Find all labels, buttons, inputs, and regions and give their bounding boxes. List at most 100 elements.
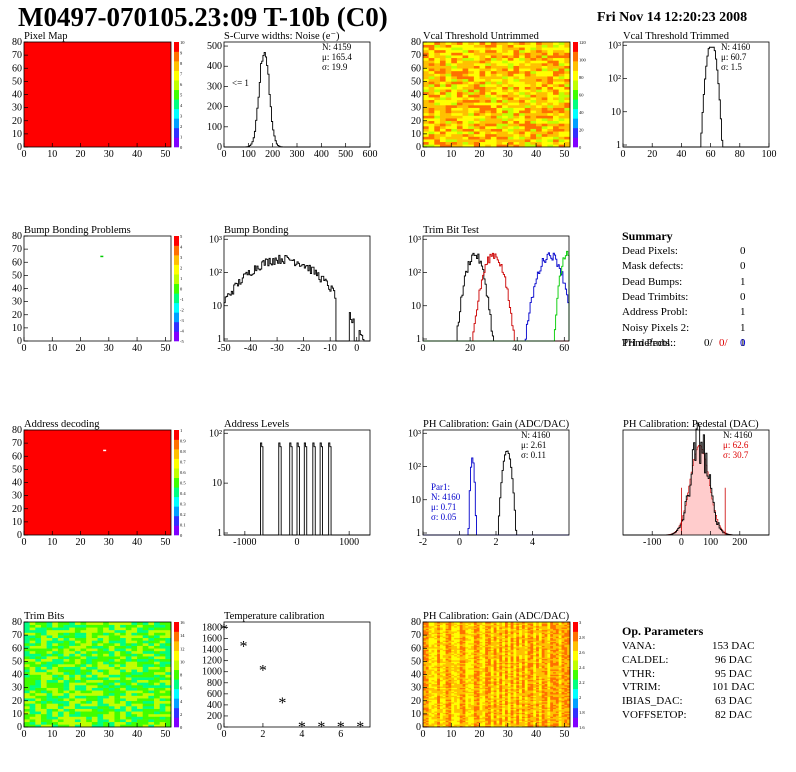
heat-cell <box>504 667 509 670</box>
heat-cell <box>490 63 497 66</box>
heat-cell <box>502 52 509 56</box>
heat-cell <box>502 73 509 77</box>
colorbar-label: 20 <box>579 128 584 133</box>
colorbar-label: -4 <box>180 329 184 334</box>
heat-cell <box>454 648 458 650</box>
heat-cell <box>29 711 36 715</box>
heat-cell <box>456 68 463 72</box>
heat-cell <box>80 658 87 662</box>
heat-cell <box>459 682 463 684</box>
plot-title: Trim Bit Test <box>423 225 479 236</box>
y-tick-label: 20 <box>411 116 421 127</box>
heat-cell <box>558 123 565 127</box>
heat-cell <box>439 99 446 103</box>
heat-cell <box>431 721 435 724</box>
heat-cell <box>434 63 441 66</box>
heat-cell <box>445 700 449 703</box>
heat-cell <box>137 637 144 641</box>
heat-cell <box>473 667 478 670</box>
heat-cell <box>451 57 458 61</box>
heat-cell <box>451 629 455 632</box>
heat-cell <box>499 719 503 721</box>
heat-cell <box>57 640 64 644</box>
heat-cell <box>445 84 452 87</box>
heat-cell <box>423 622 427 624</box>
heat-cell <box>502 716 506 719</box>
heat-cell <box>425 675 429 678</box>
heat-cell <box>490 683 494 686</box>
heat-cell <box>63 721 70 725</box>
heat-cell <box>434 115 441 119</box>
heat-cell <box>471 643 475 645</box>
heat-cell <box>114 656 121 660</box>
heat-cell <box>499 713 503 716</box>
heat-cell <box>439 632 444 635</box>
heat-cell <box>451 110 458 114</box>
heat-cell <box>57 677 64 681</box>
heat-cell <box>454 679 458 682</box>
heat-cell <box>479 721 483 724</box>
x-tick-label: 50 <box>160 729 170 740</box>
heat-cell <box>541 94 548 98</box>
heat-cell <box>462 670 466 673</box>
y-tick-label: 20 <box>12 116 22 127</box>
heat-cell <box>490 699 494 702</box>
heat-cell <box>462 709 466 712</box>
heat-cell <box>519 128 526 132</box>
colorbar-segment <box>174 679 179 690</box>
heat-cell <box>473 657 478 660</box>
heat-cell <box>479 683 483 686</box>
heat-cell <box>471 645 475 648</box>
heat-cell <box>40 650 47 654</box>
heat-cell <box>431 625 435 628</box>
heat-cell <box>468 68 475 72</box>
heat-cell <box>493 648 497 650</box>
heat-cell <box>459 671 463 674</box>
heat-cell <box>423 63 429 66</box>
heat-cell <box>46 656 53 660</box>
heat-cell <box>468 654 472 657</box>
y-tick-label: 400 <box>207 61 222 72</box>
heat-cell <box>434 637 438 640</box>
heat-cell <box>476 660 480 662</box>
heat-cell <box>465 719 469 721</box>
heat-cell <box>496 49 503 53</box>
heat-cell <box>86 711 93 715</box>
heat-cell <box>479 674 483 677</box>
heat-cell <box>471 657 475 660</box>
colorbar-label: 0.2 <box>180 512 186 517</box>
colorbar-segment <box>174 99 179 110</box>
y-tick-label: 10² <box>209 428 222 439</box>
heat-cell <box>488 623 492 625</box>
heat-cell <box>165 635 172 639</box>
heat-cell <box>558 57 565 61</box>
heat-cell <box>482 698 486 700</box>
heat-cell <box>80 674 87 678</box>
heat-cell <box>46 637 53 641</box>
heat-cell <box>35 713 42 717</box>
heat-cell <box>437 725 441 728</box>
heat-cell <box>456 136 463 140</box>
heat-cell <box>496 44 503 48</box>
heat-cell <box>451 661 455 663</box>
heat-cell <box>165 703 172 707</box>
heat-cell <box>456 692 461 695</box>
heat-cell <box>524 131 531 135</box>
heat-cell <box>459 637 463 640</box>
heat-cell <box>493 698 497 700</box>
heat-cell <box>482 643 486 645</box>
heat-cell <box>493 643 497 645</box>
heat-cell <box>428 123 435 127</box>
heat-cell <box>428 70 435 74</box>
heat-cell <box>479 708 483 711</box>
heat-cell <box>29 685 36 688</box>
heat-cell <box>465 690 469 692</box>
heat-cell <box>456 711 461 713</box>
colorbar-segment <box>174 641 179 651</box>
heat-cell <box>434 650 438 653</box>
heat-cell <box>29 640 36 644</box>
heat-cell <box>52 671 59 675</box>
heat-cell <box>451 636 455 639</box>
heat-cell <box>499 683 503 686</box>
heat-cell <box>482 723 486 725</box>
